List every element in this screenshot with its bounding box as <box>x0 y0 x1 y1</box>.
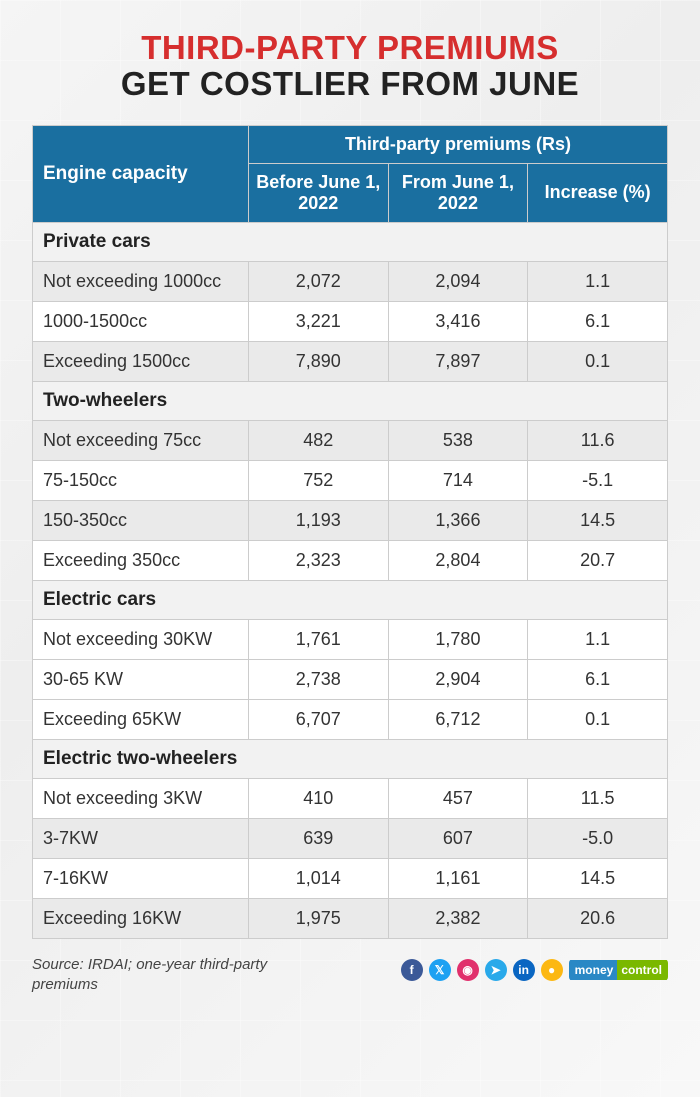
twitter-icon[interactable]: 𝕏 <box>429 959 451 981</box>
table-row: 1000-1500cc3,2213,4166.1 <box>33 301 668 341</box>
cell-before: 1,014 <box>248 858 388 898</box>
section-header: Two-wheelers <box>33 381 668 420</box>
cell-before: 410 <box>248 778 388 818</box>
cell-label: 7-16KW <box>33 858 249 898</box>
footer: Source: IRDAI; one-year third-party prem… <box>32 955 668 996</box>
cell-before: 1,975 <box>248 898 388 938</box>
col-header-increase: Increase (%) <box>528 163 668 222</box>
cell-increase: 6.1 <box>528 301 668 341</box>
cell-before: 482 <box>248 420 388 460</box>
premiums-table: Engine capacity Third-party premiums (Rs… <box>32 125 668 939</box>
cell-label: Exceeding 65KW <box>33 699 249 739</box>
table-row: 3-7KW639607-5.0 <box>33 818 668 858</box>
cell-before: 639 <box>248 818 388 858</box>
cell-label: 3-7KW <box>33 818 249 858</box>
table-row: Not exceeding 75cc48253811.6 <box>33 420 668 460</box>
cell-label: Not exceeding 3KW <box>33 778 249 818</box>
table-row: 150-350cc1,1931,36614.5 <box>33 500 668 540</box>
col-header-merged: Third-party premiums (Rs) <box>248 125 667 163</box>
instagram-icon[interactable]: ◉ <box>457 959 479 981</box>
section-header: Private cars <box>33 222 668 261</box>
cell-increase: 20.7 <box>528 540 668 580</box>
cell-label: 1000-1500cc <box>33 301 249 341</box>
cell-from: 3,416 <box>388 301 528 341</box>
cell-label: 75-150cc <box>33 460 249 500</box>
cell-before: 3,221 <box>248 301 388 341</box>
cell-label: Not exceeding 75cc <box>33 420 249 460</box>
table-row: Exceeding 350cc2,3232,80420.7 <box>33 540 668 580</box>
cell-increase: 6.1 <box>528 659 668 699</box>
table-row: Exceeding 65KW6,7076,7120.1 <box>33 699 668 739</box>
cell-from: 1,366 <box>388 500 528 540</box>
section-name: Electric cars <box>33 580 668 619</box>
cell-before: 7,890 <box>248 341 388 381</box>
cell-label: Exceeding 16KW <box>33 898 249 938</box>
brand-logo[interactable]: moneycontrol <box>569 959 668 981</box>
cell-from: 607 <box>388 818 528 858</box>
section-header: Electric cars <box>33 580 668 619</box>
cell-from: 714 <box>388 460 528 500</box>
cell-from: 1,780 <box>388 619 528 659</box>
title-line-2: GET COSTLIER FROM JUNE <box>32 66 668 102</box>
section-name: Electric two-wheelers <box>33 739 668 778</box>
cell-increase: 0.1 <box>528 699 668 739</box>
title-line-1: THIRD-PARTY PREMIUMS <box>32 30 668 66</box>
cell-label: Not exceeding 1000cc <box>33 261 249 301</box>
cell-increase: 14.5 <box>528 858 668 898</box>
table-row: Not exceeding 30KW1,7611,7801.1 <box>33 619 668 659</box>
cell-increase: 11.5 <box>528 778 668 818</box>
table-row: Exceeding 16KW1,9752,38220.6 <box>33 898 668 938</box>
table-row: 30-65 KW2,7382,9046.1 <box>33 659 668 699</box>
cell-before: 1,761 <box>248 619 388 659</box>
cell-before: 752 <box>248 460 388 500</box>
table-row: Not exceeding 3KW41045711.5 <box>33 778 668 818</box>
cell-from: 7,897 <box>388 341 528 381</box>
cell-increase: 11.6 <box>528 420 668 460</box>
cell-from: 6,712 <box>388 699 528 739</box>
cell-increase: 1.1 <box>528 261 668 301</box>
cell-before: 2,738 <box>248 659 388 699</box>
cell-from: 457 <box>388 778 528 818</box>
telegram-icon[interactable]: ➤ <box>485 959 507 981</box>
table-row: Not exceeding 1000cc2,0722,0941.1 <box>33 261 668 301</box>
cell-increase: 0.1 <box>528 341 668 381</box>
col-header-from: From June 1, 2022 <box>388 163 528 222</box>
linkedin-icon[interactable]: in <box>513 959 535 981</box>
table-row: 7-16KW1,0141,16114.5 <box>33 858 668 898</box>
cell-before: 1,193 <box>248 500 388 540</box>
cell-increase: 14.5 <box>528 500 668 540</box>
cell-label: Not exceeding 30KW <box>33 619 249 659</box>
cell-from: 538 <box>388 420 528 460</box>
cell-label: Exceeding 1500cc <box>33 341 249 381</box>
section-name: Private cars <box>33 222 668 261</box>
title-block: THIRD-PARTY PREMIUMS GET COSTLIER FROM J… <box>32 30 668 103</box>
cell-before: 6,707 <box>248 699 388 739</box>
cell-increase: 20.6 <box>528 898 668 938</box>
section-name: Two-wheelers <box>33 381 668 420</box>
cell-from: 2,904 <box>388 659 528 699</box>
cell-from: 2,804 <box>388 540 528 580</box>
social-icons: f𝕏 ◉ ➤ in ● moneycontrol <box>401 955 668 981</box>
cell-label: Exceeding 350cc <box>33 540 249 580</box>
cell-from: 1,161 <box>388 858 528 898</box>
cell-before: 2,323 <box>248 540 388 580</box>
cell-increase: -5.0 <box>528 818 668 858</box>
cell-label: 150-350cc <box>33 500 249 540</box>
section-header: Electric two-wheelers <box>33 739 668 778</box>
cell-increase: -5.1 <box>528 460 668 500</box>
col-header-engine: Engine capacity <box>33 125 249 222</box>
cell-from: 2,382 <box>388 898 528 938</box>
cell-before: 2,072 <box>248 261 388 301</box>
cell-from: 2,094 <box>388 261 528 301</box>
table-row: 75-150cc752714-5.1 <box>33 460 668 500</box>
cell-increase: 1.1 <box>528 619 668 659</box>
cell-label: 30-65 KW <box>33 659 249 699</box>
col-header-before: Before June 1, 2022 <box>248 163 388 222</box>
infographic-container: THIRD-PARTY PREMIUMS GET COSTLIER FROM J… <box>0 0 700 1015</box>
source-text: Source: IRDAI; one-year third-party prem… <box>32 955 332 996</box>
facebook-icon[interactable]: f <box>401 959 423 981</box>
table-row: Exceeding 1500cc7,8907,8970.1 <box>33 341 668 381</box>
other-icon[interactable]: ● <box>541 959 563 981</box>
